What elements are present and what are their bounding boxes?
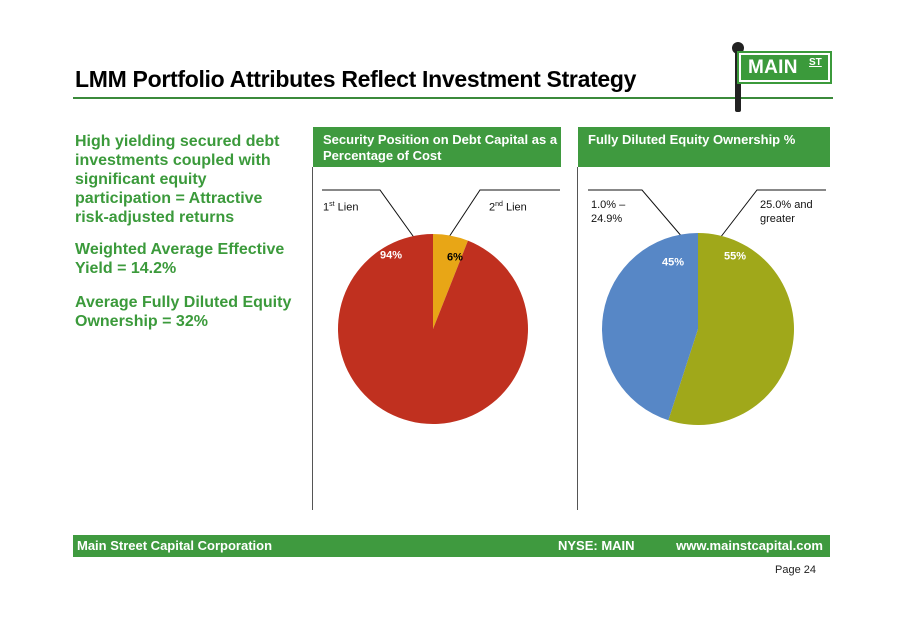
- main-street-logo: MAIN ST: [719, 38, 837, 114]
- pie-chart-equity-ownership: 55% 45%: [601, 233, 795, 426]
- footer-company: Main Street Capital Corporation: [77, 538, 273, 553]
- pie-label-25-0-and-greater: 55%: [724, 251, 746, 263]
- label-high-ownership: 25.0% and greater: [760, 199, 813, 225]
- footer-url[interactable]: www.mainstcapital.com: [676, 538, 823, 553]
- label-1st-lien-num: 1: [323, 201, 330, 214]
- logo-st-text: ST: [809, 57, 822, 68]
- label-2nd-lien-num: 2: [489, 201, 496, 214]
- label-2nd-lien: 2nd Lien: [489, 198, 527, 215]
- pie-slice-25-0-and-greater: [668, 233, 795, 426]
- leader-line-2nd-lien: [444, 189, 560, 244]
- label-1st-lien: 1st Lien: [323, 198, 358, 215]
- label-low-ownership: 1.0% – 24.9%: [591, 199, 626, 225]
- pie-label-1-0-24-9-: 45%: [662, 257, 684, 269]
- pie-slice-1st-lien: [338, 234, 528, 424]
- bullet-yield: Weighted Average Effective Yield = 14.2%: [75, 241, 285, 277]
- title-divider: [73, 97, 833, 99]
- leader-lines: [322, 189, 826, 244]
- leader-line-low-ownership: [588, 189, 684, 239]
- pie-slice-2nd-lien: [433, 234, 468, 329]
- footer-bar: Main Street Capital Corporation NYSE: MA…: [73, 535, 830, 557]
- panel-divider: [577, 167, 578, 510]
- bullet-ownership: Average Fully Diluted Equity Ownership =…: [75, 294, 292, 330]
- pie-chart-debt-position: 94% 6%: [338, 234, 528, 424]
- pie-label-2nd-lien: 6%: [447, 251, 463, 263]
- bullet-returns: High yielding secured debt investments c…: [75, 133, 280, 226]
- logo-main-text: MAIN: [748, 57, 798, 78]
- footer-ticker: NYSE: MAIN: [558, 538, 635, 553]
- label-2nd-lien-sup: nd: [495, 201, 503, 208]
- leader-line-1st-lien: [322, 189, 419, 244]
- panel-divider: [312, 167, 313, 510]
- page-title: LMM Portfolio Attributes Reflect Investm…: [75, 66, 637, 92]
- pie-label-1st-lien: 94%: [380, 249, 402, 261]
- equity-ownership-panel-header: Fully Diluted Equity Ownership %: [578, 127, 830, 167]
- page-number: Page 24: [775, 564, 816, 576]
- debt-position-panel-header: Security Position on Debt Capital as a P…: [313, 127, 561, 167]
- street-sign: MAIN ST: [737, 51, 832, 84]
- leader-line-high-ownership: [719, 189, 826, 239]
- label-1st-lien-sup: st: [329, 201, 335, 208]
- pie-slice-1-0-24-9-: [601, 233, 698, 421]
- label-2nd-lien-text: Lien: [502, 201, 527, 214]
- street-sign-knob-icon: [732, 42, 744, 54]
- street-sign-pole-icon: [735, 48, 741, 112]
- label-1st-lien-text: Lien: [334, 201, 359, 214]
